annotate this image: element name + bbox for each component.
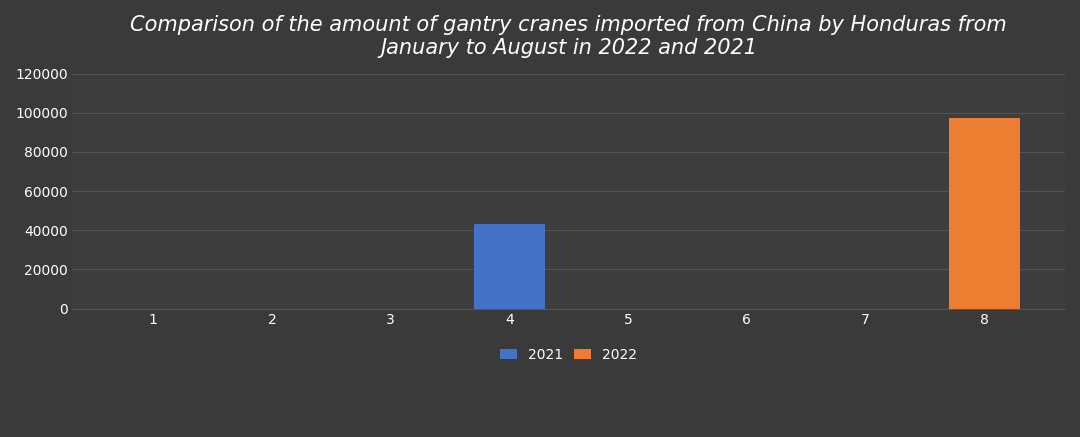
Title: Comparison of the amount of gantry cranes imported from China by Honduras from
J: Comparison of the amount of gantry crane…: [131, 15, 1008, 58]
Bar: [948, 118, 1020, 309]
Bar: [474, 224, 545, 309]
Legend: 2021, 2022: 2021, 2022: [495, 342, 643, 368]
